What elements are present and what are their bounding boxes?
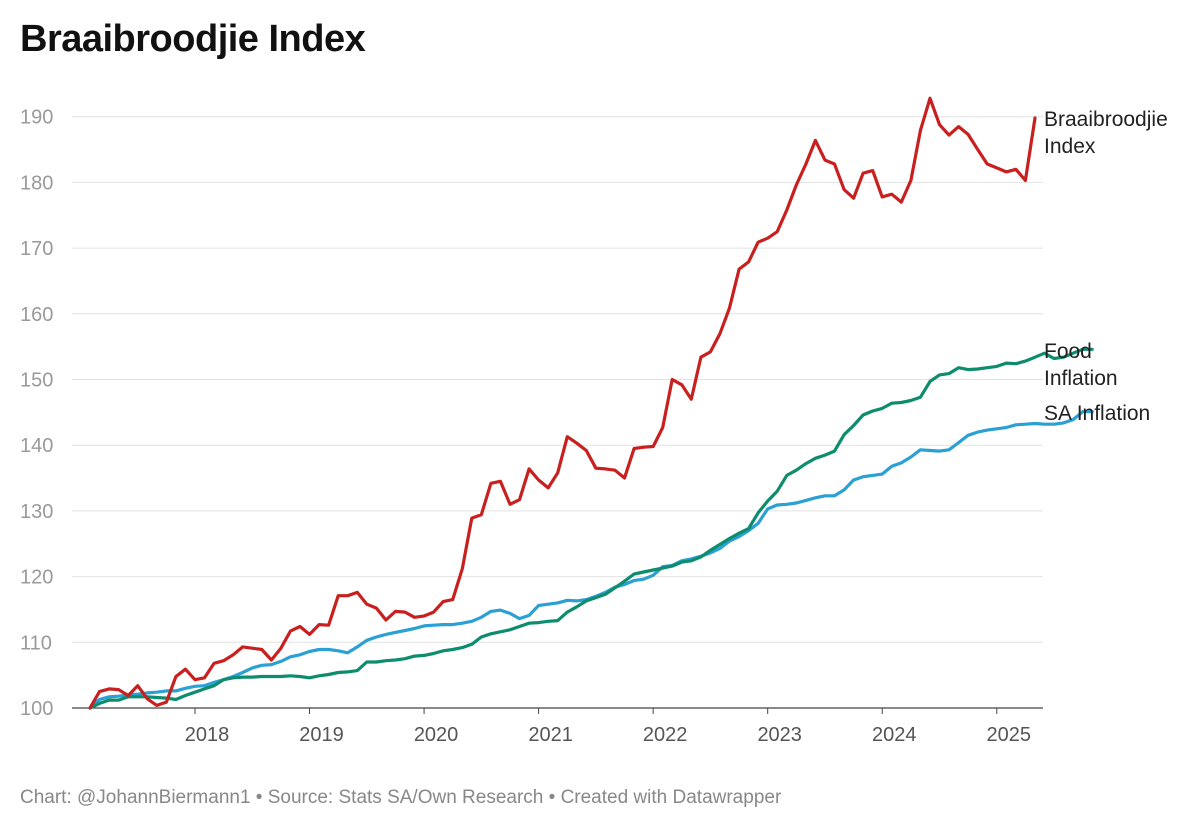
y-tick-label: 130 — [20, 501, 53, 523]
series-line-food-inflation — [88, 347, 1094, 710]
series-label: Braaibroodjie Index — [1044, 108, 1168, 158]
x-tick-label: 2025 — [987, 724, 1032, 746]
x-tick-label: 2018 — [185, 724, 230, 746]
y-tick-label: 190 — [20, 107, 53, 129]
y-tick-label: 120 — [20, 567, 53, 589]
page-title: Braaibroodjie Index — [20, 18, 366, 60]
y-tick-label: 180 — [20, 172, 53, 194]
y-tick-label: 170 — [20, 238, 53, 260]
chart-footer: Chart: @JohannBiermann1 • Source: Stats … — [20, 787, 782, 808]
y-axis: 100 110 120 130 140 150 160 170 180 190 — [20, 107, 53, 720]
series-label: SA Inflation — [1044, 402, 1150, 425]
series-line-braaibroodjie-index — [88, 96, 1037, 710]
grid-lines — [72, 116, 1043, 709]
x-tick-label: 2020 — [414, 724, 459, 746]
x-tick-label: 2021 — [528, 724, 573, 746]
series-labels: SA Inflation Food Inflation Braaibroodjie In… — [1044, 108, 1168, 425]
series-lines — [88, 96, 1094, 710]
y-tick-label: 100 — [20, 698, 53, 720]
y-tick-label: 160 — [20, 304, 53, 326]
series-label: Food Inflation — [1044, 340, 1118, 390]
y-tick-label: 140 — [20, 435, 53, 457]
y-tick-label: 150 — [20, 370, 53, 392]
x-tick-label: 2023 — [757, 724, 802, 746]
x-tick-label: 2024 — [872, 724, 917, 746]
x-tick-label: 2022 — [643, 724, 688, 746]
x-axis: 2018 2019 2020 2021 2022 2023 2024 2025 — [185, 708, 1031, 746]
y-tick-label: 110 — [20, 632, 52, 654]
x-tick-label: 2019 — [299, 724, 344, 746]
